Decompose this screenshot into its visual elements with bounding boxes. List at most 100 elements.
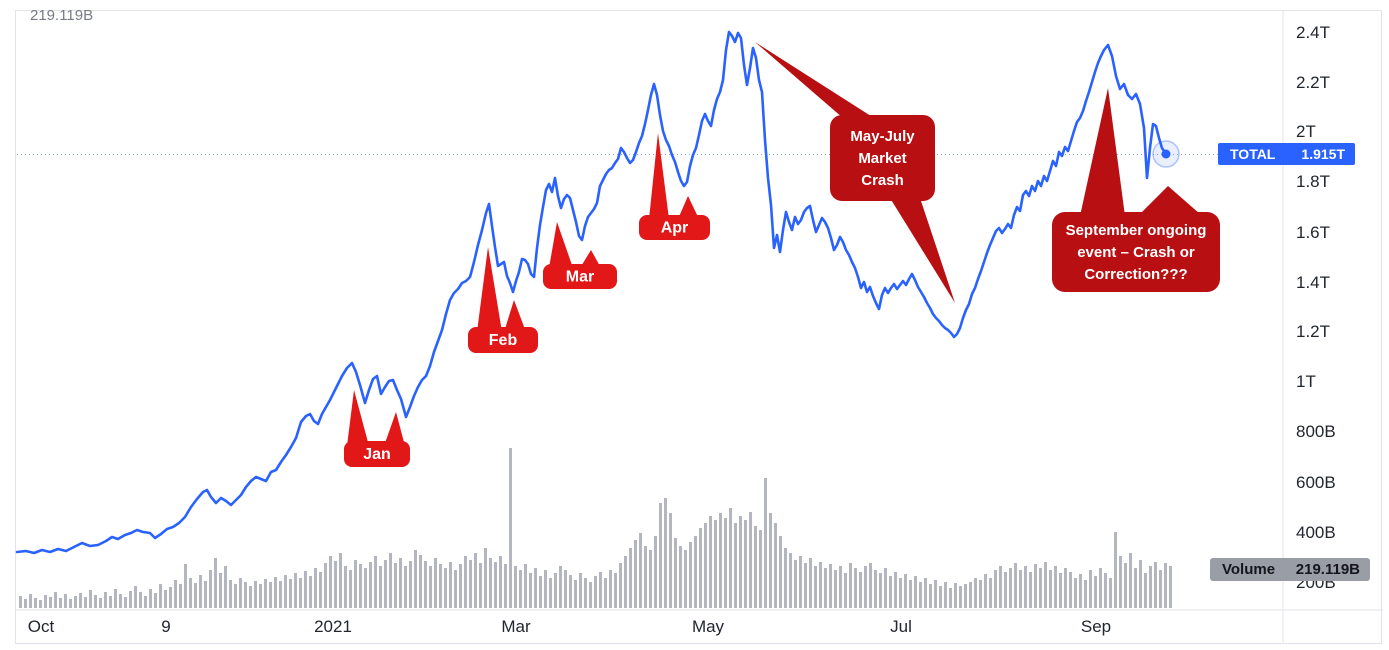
volume-bar <box>954 583 957 608</box>
volume-bar <box>44 595 47 608</box>
volume-bar <box>1034 564 1037 608</box>
volume-bar <box>774 523 777 608</box>
volume-bar <box>84 597 87 608</box>
volume-bar <box>1079 574 1082 608</box>
volume-label-name: Volume <box>1222 561 1276 578</box>
time-axis[interactable]: Oct 9 2021 Mar May Jul Sep <box>0 612 1283 644</box>
volume-bar <box>649 550 652 608</box>
price-tick-2T: 2T <box>1296 122 1316 141</box>
volume-bar <box>784 548 787 608</box>
volume-bar <box>1024 566 1027 608</box>
volume-bar <box>864 566 867 608</box>
volume-bar <box>234 584 237 608</box>
volume-bar <box>59 598 62 608</box>
volume-bar <box>209 570 212 608</box>
volume-bar <box>154 593 157 608</box>
volume-bar <box>924 578 927 608</box>
volume-bar <box>694 536 697 608</box>
volume-bar <box>529 573 532 608</box>
volume-bar <box>569 575 572 608</box>
volume-bar <box>959 586 962 608</box>
volume-bar <box>34 598 37 608</box>
volume-bar <box>399 558 402 608</box>
volume-bar <box>374 556 377 608</box>
volume-bar <box>984 574 987 608</box>
volume-bar <box>584 578 587 608</box>
volume-bar <box>739 516 742 608</box>
volume-bar <box>1014 563 1017 608</box>
volume-bar <box>609 570 612 608</box>
volume-bar <box>1059 573 1062 608</box>
chart-card-border <box>15 10 1382 644</box>
volume-bar <box>989 578 992 608</box>
volume-bar <box>54 592 57 608</box>
volume-bar <box>969 582 972 608</box>
volume-bar <box>839 566 842 608</box>
volume-bar <box>284 575 287 608</box>
volume-bar <box>1064 568 1067 608</box>
volume-bar <box>134 586 137 608</box>
volume-bar <box>379 566 382 608</box>
annotation-pointer <box>649 133 669 219</box>
annotation-jan[interactable]: Jan <box>344 390 410 467</box>
volume-bar <box>504 564 507 608</box>
volume-bar <box>439 564 442 608</box>
volume-bar <box>619 563 622 608</box>
volume-bar <box>884 568 887 608</box>
volume-bar <box>934 580 937 608</box>
volume-bar <box>684 550 687 608</box>
volume-bar <box>269 582 272 608</box>
volume-bar <box>944 582 947 608</box>
volume-bar <box>214 558 217 608</box>
volume-bar <box>1159 570 1162 608</box>
volume-bar <box>294 573 297 608</box>
volume-bar <box>164 590 167 608</box>
annotation-september-event[interactable]: September ongoing event – Crash or Correct… <box>1052 88 1220 292</box>
volume-bar <box>334 561 337 608</box>
volume-bar <box>469 560 472 608</box>
annotation-pointer <box>549 222 573 268</box>
annotation-body <box>543 264 617 289</box>
volume-bar <box>369 562 372 608</box>
volume-bar <box>919 582 922 608</box>
annotation-apr[interactable]: Apr <box>639 133 710 240</box>
volume-bar <box>179 584 182 608</box>
volume-bar <box>424 561 427 608</box>
volume-bar <box>539 576 542 608</box>
volume-bar <box>574 580 577 608</box>
volume-bar <box>724 518 727 608</box>
volume-bar <box>834 570 837 608</box>
volume-bar <box>434 558 437 608</box>
price-axis[interactable]: 2.4T 2.2T 2T 1.8T 1.6T 1.4T 1.2T 1T 800B 600B 400B… <box>1283 0 1389 610</box>
volume-bar <box>664 498 667 608</box>
volume-bar <box>1099 568 1102 608</box>
volume-bar <box>479 563 482 608</box>
last-price-marker-dot <box>1161 149 1171 159</box>
annotation-feb[interactable]: Feb <box>468 247 538 353</box>
volume-bar <box>274 577 277 608</box>
volume-bar <box>524 564 527 608</box>
price-label-value: 1.915T <box>1301 146 1345 162</box>
annotation-mar[interactable]: Mar <box>543 222 617 289</box>
annotation-may-july-crash[interactable]: May-July Market Crash <box>755 42 955 303</box>
volume-bar <box>964 584 967 608</box>
volume-bar <box>1094 576 1097 608</box>
volume-bar <box>1149 566 1152 608</box>
volume-bar <box>634 540 637 608</box>
volume-bar <box>914 576 917 608</box>
annotation-pointer <box>347 390 369 446</box>
annotation-text: Mar <box>566 268 594 285</box>
volume-bar <box>184 564 187 608</box>
volume-bar <box>229 580 232 608</box>
annotation-text: September ongoing event – Crash or Correct… <box>1066 222 1207 283</box>
time-tick-2021: 2021 <box>314 617 352 636</box>
volume-bar <box>829 564 832 608</box>
volume-bar <box>949 588 952 608</box>
volume-bar <box>1109 578 1112 608</box>
volume-bar <box>259 584 262 608</box>
volume-bar <box>789 553 792 608</box>
volume-bar <box>674 538 677 608</box>
annotation-body <box>344 441 410 467</box>
volume-bar <box>939 586 942 608</box>
